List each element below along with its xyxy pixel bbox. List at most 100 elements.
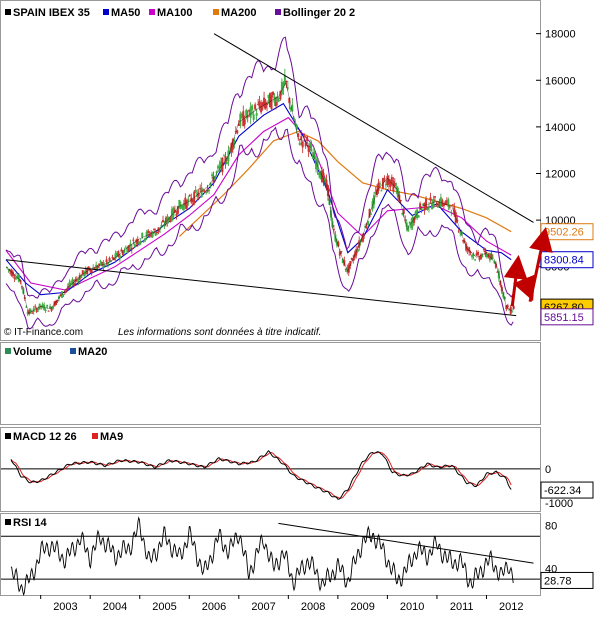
candle-body xyxy=(482,249,485,251)
value-box: -622.34 xyxy=(540,481,594,499)
value-box: 9502.26 xyxy=(540,223,594,241)
legend-swatch-rsi xyxy=(5,519,11,525)
macd-tick-label: 0 xyxy=(545,464,551,476)
candle-body xyxy=(126,247,129,253)
candle-body xyxy=(350,258,353,260)
candle-body xyxy=(368,209,371,218)
candle-body xyxy=(505,305,508,310)
legend-label-volume: Volume xyxy=(13,346,52,358)
candle-body xyxy=(325,179,328,188)
legend-label-bollinger: Bollinger 20 2 xyxy=(283,7,355,19)
candle-body xyxy=(208,189,211,191)
year-tick-label: 2012 xyxy=(499,601,523,613)
candle-body xyxy=(28,309,31,315)
candle-body xyxy=(384,184,387,186)
candle-body xyxy=(38,303,41,309)
candle-body xyxy=(203,190,206,193)
year-tick-label: 2011 xyxy=(450,601,474,613)
candle-body xyxy=(19,279,22,282)
candle-body xyxy=(289,107,292,110)
legend-swatch-ma100 xyxy=(149,9,155,15)
candle-body xyxy=(108,257,111,262)
candle-body xyxy=(151,232,154,238)
candle-body xyxy=(141,232,144,238)
candle-body xyxy=(404,219,407,221)
candle-body xyxy=(276,96,279,102)
source-credit: © IT-Finance.com xyxy=(4,327,83,338)
candle-body xyxy=(450,211,453,213)
candle-body xyxy=(380,190,383,192)
candle-body xyxy=(332,229,335,231)
candle-body xyxy=(117,251,120,257)
price-trendline xyxy=(5,259,517,317)
candle-body xyxy=(156,231,159,234)
candle-body xyxy=(129,243,132,247)
candle-body xyxy=(270,95,273,110)
candle-body xyxy=(386,175,389,185)
forecast-arrows xyxy=(503,227,553,307)
candle-body xyxy=(319,174,322,180)
candle-body xyxy=(219,161,222,169)
legend-label-rsi: RSI 14 xyxy=(13,517,48,529)
candle-body xyxy=(392,181,395,192)
candle-body xyxy=(426,208,429,210)
candle-body xyxy=(115,252,118,257)
candle-body xyxy=(387,178,390,185)
candle-body xyxy=(500,286,503,292)
candle-body xyxy=(46,305,49,307)
candle-body xyxy=(162,220,165,222)
candle-body xyxy=(472,254,475,257)
forecast-arrow xyxy=(528,227,553,303)
candle-body xyxy=(487,254,490,258)
candle-body xyxy=(187,198,190,202)
candle-body xyxy=(81,270,84,275)
candle-body xyxy=(430,203,433,209)
candle-body xyxy=(10,270,13,276)
candle-body xyxy=(439,197,442,207)
year-tick-label: 2005 xyxy=(152,601,176,613)
candle-body xyxy=(139,240,142,244)
candle-body xyxy=(260,105,263,113)
candle-body xyxy=(111,256,114,258)
candle-body xyxy=(508,309,511,311)
candle-body xyxy=(237,123,240,127)
candle-body xyxy=(480,254,483,259)
candle-body xyxy=(96,266,99,269)
candle-body xyxy=(300,136,303,141)
candle-body xyxy=(144,238,147,241)
candle-body xyxy=(200,187,203,198)
price-plot xyxy=(5,33,534,330)
price-panel-frame xyxy=(0,0,541,341)
candle-body xyxy=(365,226,368,228)
candle-body xyxy=(429,197,432,201)
candle-body xyxy=(50,307,53,311)
candle-body xyxy=(80,275,83,279)
legend-label-macd-ma9: MA9 xyxy=(100,431,123,443)
candle-body xyxy=(206,188,209,192)
candle-body xyxy=(7,269,10,271)
candle-body xyxy=(362,233,365,239)
value-box-frame xyxy=(540,308,594,326)
candle-body xyxy=(511,311,514,313)
price-trendline xyxy=(213,33,534,223)
candle-body xyxy=(286,87,289,89)
candle-body xyxy=(295,124,298,130)
year-tick-label: 2007 xyxy=(251,601,275,613)
candle-body xyxy=(410,221,413,229)
candle-body xyxy=(447,199,450,207)
candle-body xyxy=(277,100,280,102)
candle-body xyxy=(68,282,71,287)
candle-body xyxy=(444,201,447,205)
legend-swatch-ibex xyxy=(5,9,11,15)
candle-body xyxy=(59,294,62,296)
candle-body xyxy=(41,304,44,308)
value-box-label: 9502.26 xyxy=(544,227,584,239)
candle-body xyxy=(423,202,426,211)
candle-body xyxy=(442,203,445,207)
candle-body xyxy=(240,113,243,118)
value-box-label: 8300.84 xyxy=(544,255,584,267)
candle-body xyxy=(413,217,416,223)
legend-label-macd: MACD 12 26 xyxy=(13,431,77,443)
macd-legend: MACD 12 26 MA9 xyxy=(5,431,123,443)
candle-body xyxy=(297,133,300,137)
